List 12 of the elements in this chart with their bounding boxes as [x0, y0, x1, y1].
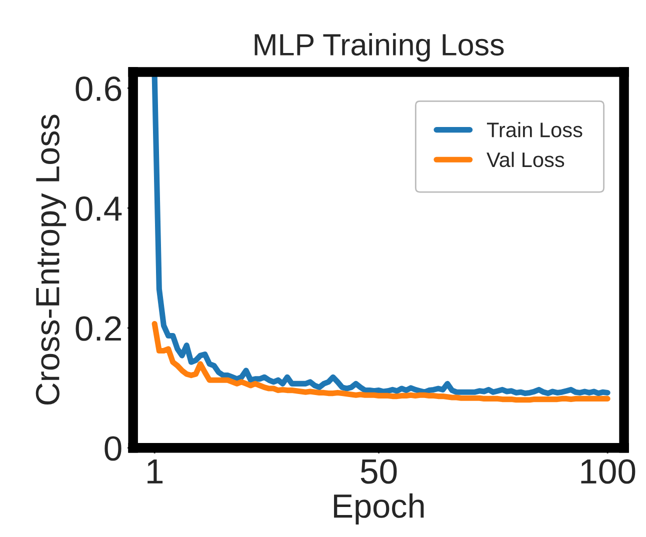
legend-label: Val Loss [486, 152, 564, 168]
x-tick-label: 100 [581, 459, 636, 484]
x-axis-title: Epoch [334, 493, 424, 524]
y-tick-label: 0.6 [76, 76, 122, 102]
x-tick-label: 50 [360, 459, 397, 484]
y-tick-label: 0.4 [76, 196, 122, 221]
chart-title: MLP Training Loss [254, 33, 504, 62]
y-axis-title: Cross-Entropy Loss [36, 114, 66, 405]
x-tick-label: 1 [148, 460, 163, 484]
y-tick-label: 0.2 [76, 316, 121, 341]
legend-label: Train Loss [486, 122, 582, 138]
y-tick-label: 0 [104, 436, 122, 461]
